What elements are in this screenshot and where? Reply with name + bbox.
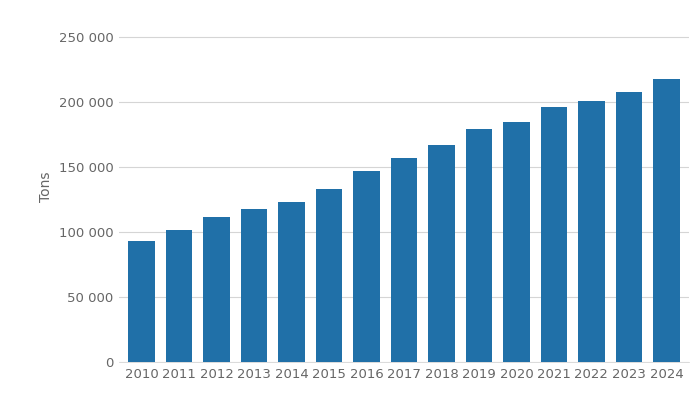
Bar — [616, 92, 642, 362]
Bar — [653, 79, 680, 362]
Bar — [128, 241, 155, 362]
Bar — [316, 189, 342, 362]
Bar — [166, 230, 192, 362]
Bar — [354, 171, 379, 362]
Bar — [203, 217, 230, 362]
Bar — [578, 101, 605, 362]
Bar — [391, 158, 417, 362]
Bar — [503, 122, 529, 362]
Bar — [241, 209, 267, 362]
Y-axis label: Tons: Tons — [39, 172, 53, 202]
Bar — [428, 145, 454, 362]
Bar — [466, 130, 492, 362]
Bar — [279, 202, 304, 362]
Bar — [541, 107, 567, 362]
